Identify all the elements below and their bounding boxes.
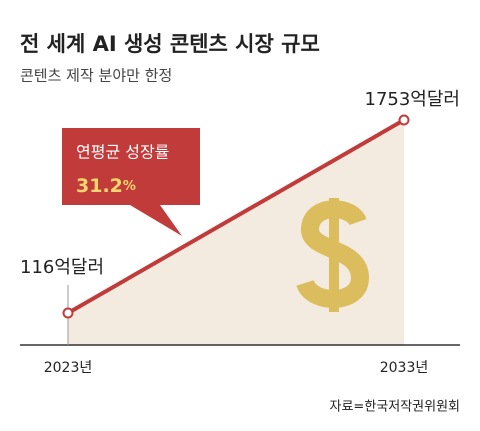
point (398, 114, 410, 126)
value-label: 116억달러 (20, 257, 104, 278)
x-tick-label: 2033년 (380, 360, 429, 376)
growth-value: 31.2 (76, 175, 123, 197)
callout (62, 128, 200, 236)
chart-subtitle: 콘텐츠 제작 분야만 한정 (20, 67, 172, 85)
plot-area: 116억달러 2023년 1753억달러 2033년 연평균 성장률 31.2% (20, 89, 460, 376)
callout-text: 연평균 성장률 (76, 143, 169, 162)
line (67, 118, 405, 315)
dollar-icon (296, 198, 370, 312)
chart-title: 전 세계 AI 생성 콘텐츠 시장 규모 (20, 32, 320, 56)
x-tick-label: 2023년 (44, 360, 93, 376)
point (62, 307, 74, 319)
value-label: 1753억달러 (365, 89, 461, 110)
growth-unit: % (123, 179, 136, 194)
callout-value: 31.2% (76, 175, 136, 197)
source: 자료=한국저작권위원회 (330, 400, 461, 415)
